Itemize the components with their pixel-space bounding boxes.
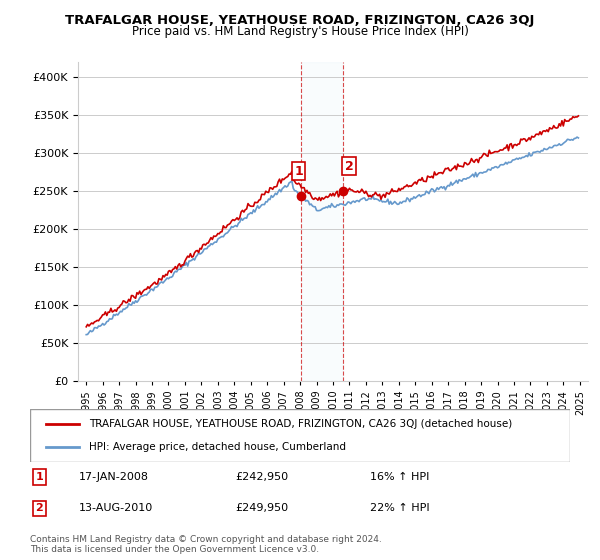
Text: TRAFALGAR HOUSE, YEATHOUSE ROAD, FRIZINGTON, CA26 3QJ (detached house): TRAFALGAR HOUSE, YEATHOUSE ROAD, FRIZING… <box>89 419 512 429</box>
Text: TRAFALGAR HOUSE, YEATHOUSE ROAD, FRIZINGTON, CA26 3QJ: TRAFALGAR HOUSE, YEATHOUSE ROAD, FRIZING… <box>65 14 535 27</box>
Text: 2: 2 <box>35 503 43 514</box>
Text: 13-AUG-2010: 13-AUG-2010 <box>79 503 153 514</box>
Text: 16% ↑ HPI: 16% ↑ HPI <box>370 472 430 482</box>
Text: 1: 1 <box>294 165 303 178</box>
Bar <box>301 62 343 381</box>
Text: HPI: Average price, detached house, Cumberland: HPI: Average price, detached house, Cumb… <box>89 442 346 452</box>
Text: 17-JAN-2008: 17-JAN-2008 <box>79 472 149 482</box>
FancyBboxPatch shape <box>30 409 570 462</box>
Text: Price paid vs. HM Land Registry's House Price Index (HPI): Price paid vs. HM Land Registry's House … <box>131 25 469 38</box>
Text: £249,950: £249,950 <box>235 503 289 514</box>
Text: 2: 2 <box>345 160 353 172</box>
Text: 1: 1 <box>35 472 43 482</box>
Text: Contains HM Land Registry data © Crown copyright and database right 2024.
This d: Contains HM Land Registry data © Crown c… <box>30 535 382 554</box>
Text: £242,950: £242,950 <box>235 472 289 482</box>
Text: 22% ↑ HPI: 22% ↑ HPI <box>370 503 430 514</box>
